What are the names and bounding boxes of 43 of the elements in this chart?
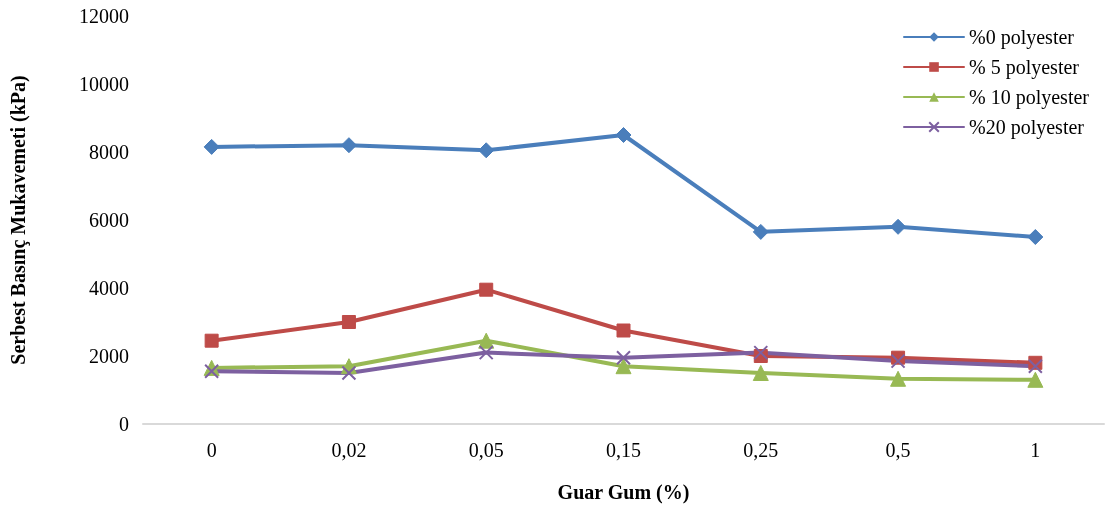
point (341, 365, 357, 381)
point (1027, 229, 1044, 245)
point (615, 127, 632, 143)
y-tick-label: 6000 (89, 209, 129, 231)
y-tick-label: 2000 (89, 345, 129, 367)
point (753, 345, 769, 361)
point (204, 333, 219, 348)
point (890, 353, 906, 369)
point (478, 142, 495, 159)
point (752, 223, 769, 240)
x-tick-label: 0,15 (606, 439, 641, 461)
point (615, 358, 632, 375)
point (890, 370, 907, 387)
x-tick-label: 0,5 (885, 439, 911, 461)
point (341, 315, 356, 329)
y-tick-label: 0 (119, 413, 129, 435)
y-axis-title: Serbest Basınç Mukavemeti (kPa) (7, 75, 30, 365)
legend-label: % 10 polyester (969, 86, 1090, 109)
point (616, 323, 631, 338)
point (890, 218, 907, 235)
x-tick-label: 1 (1030, 439, 1041, 461)
y-tick-label: 10000 (79, 73, 129, 95)
point (1027, 371, 1044, 388)
legend-label: % 5 polyester (969, 56, 1080, 79)
x-tick-label: 0,25 (743, 439, 779, 461)
point (203, 138, 220, 155)
x-tick-label: 0,02 (331, 439, 367, 461)
x-tick-label: 0,05 (468, 439, 504, 461)
point (1027, 358, 1043, 374)
point (340, 137, 357, 154)
point (478, 332, 495, 349)
legend-label: %20 polyester (969, 116, 1085, 139)
x-tick-label: 0 (206, 439, 217, 461)
y-tick-label: 8000 (89, 141, 129, 163)
point (752, 365, 769, 381)
point (479, 282, 494, 297)
point (478, 345, 494, 361)
legend-label: %0 polyester (969, 26, 1075, 49)
x-axis-title: Guar Gum (%) (557, 481, 690, 504)
y-tick-label: 12000 (79, 5, 129, 27)
y-tick-label: 4000 (89, 277, 129, 299)
point (616, 350, 631, 366)
point (204, 363, 220, 379)
